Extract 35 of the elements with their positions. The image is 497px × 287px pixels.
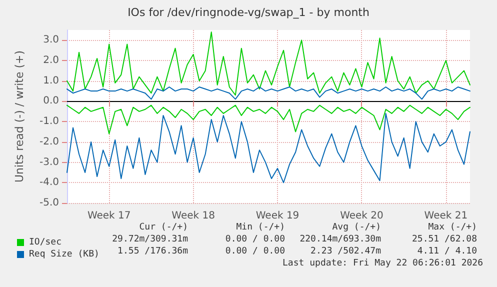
text: 2.23 /502.47m [310,246,382,256]
y-tick-label: -5.0 [39,198,59,208]
line-series [66,86,470,100]
text: 4.11 / 4.10 [417,246,478,256]
y-tick-label: 2.0 [43,55,59,66]
line-series [66,112,470,184]
y-tick-label: -1.0 [39,116,59,128]
text: Last update: Fri May 22 06:26:01 2026 [282,258,483,268]
text: Avg (-/+) [332,222,382,232]
y-tick-label: -3.0 [39,156,59,168]
y-tick-label: -4.0 [39,177,59,188]
x-tick-label: Week 18 [172,210,215,222]
text: 0.00 / 0.00 [225,246,286,256]
text: Cur (-/+) [139,222,188,232]
line-series [66,32,470,96]
text: 25.51 /62.08 [412,234,478,244]
text: 220.14m/693.30m [300,234,382,244]
y-axis-title: Units read (-) / write (+) [13,50,26,183]
y-tick-label: 0.0 [43,96,59,107]
y-tick-label: 1.0 [43,75,59,86]
text: Max (-/+) [428,222,478,232]
text: Min (-/+) [236,222,286,232]
y-tick-label: 3.0 [43,34,59,46]
text: 29.72m/309.31m [112,234,188,244]
legend-label: IO/sec [29,238,62,248]
text: 1.55 /176.36m [118,246,188,256]
x-tick-label: Week 17 [87,210,131,222]
legend-label: Req Size (KB) [29,250,100,260]
y-tick-label: -2.0 [39,136,59,148]
x-tick-label: Week 20 [340,210,384,222]
line-series [66,104,470,134]
chart-title: IOs for /dev/ringnode-vg/swap_1 - by month [128,6,370,19]
text: 0.00 / 0.00 [225,234,286,244]
x-tick-label: Week 19 [256,210,300,222]
x-tick-label: Week 21 [424,210,468,222]
